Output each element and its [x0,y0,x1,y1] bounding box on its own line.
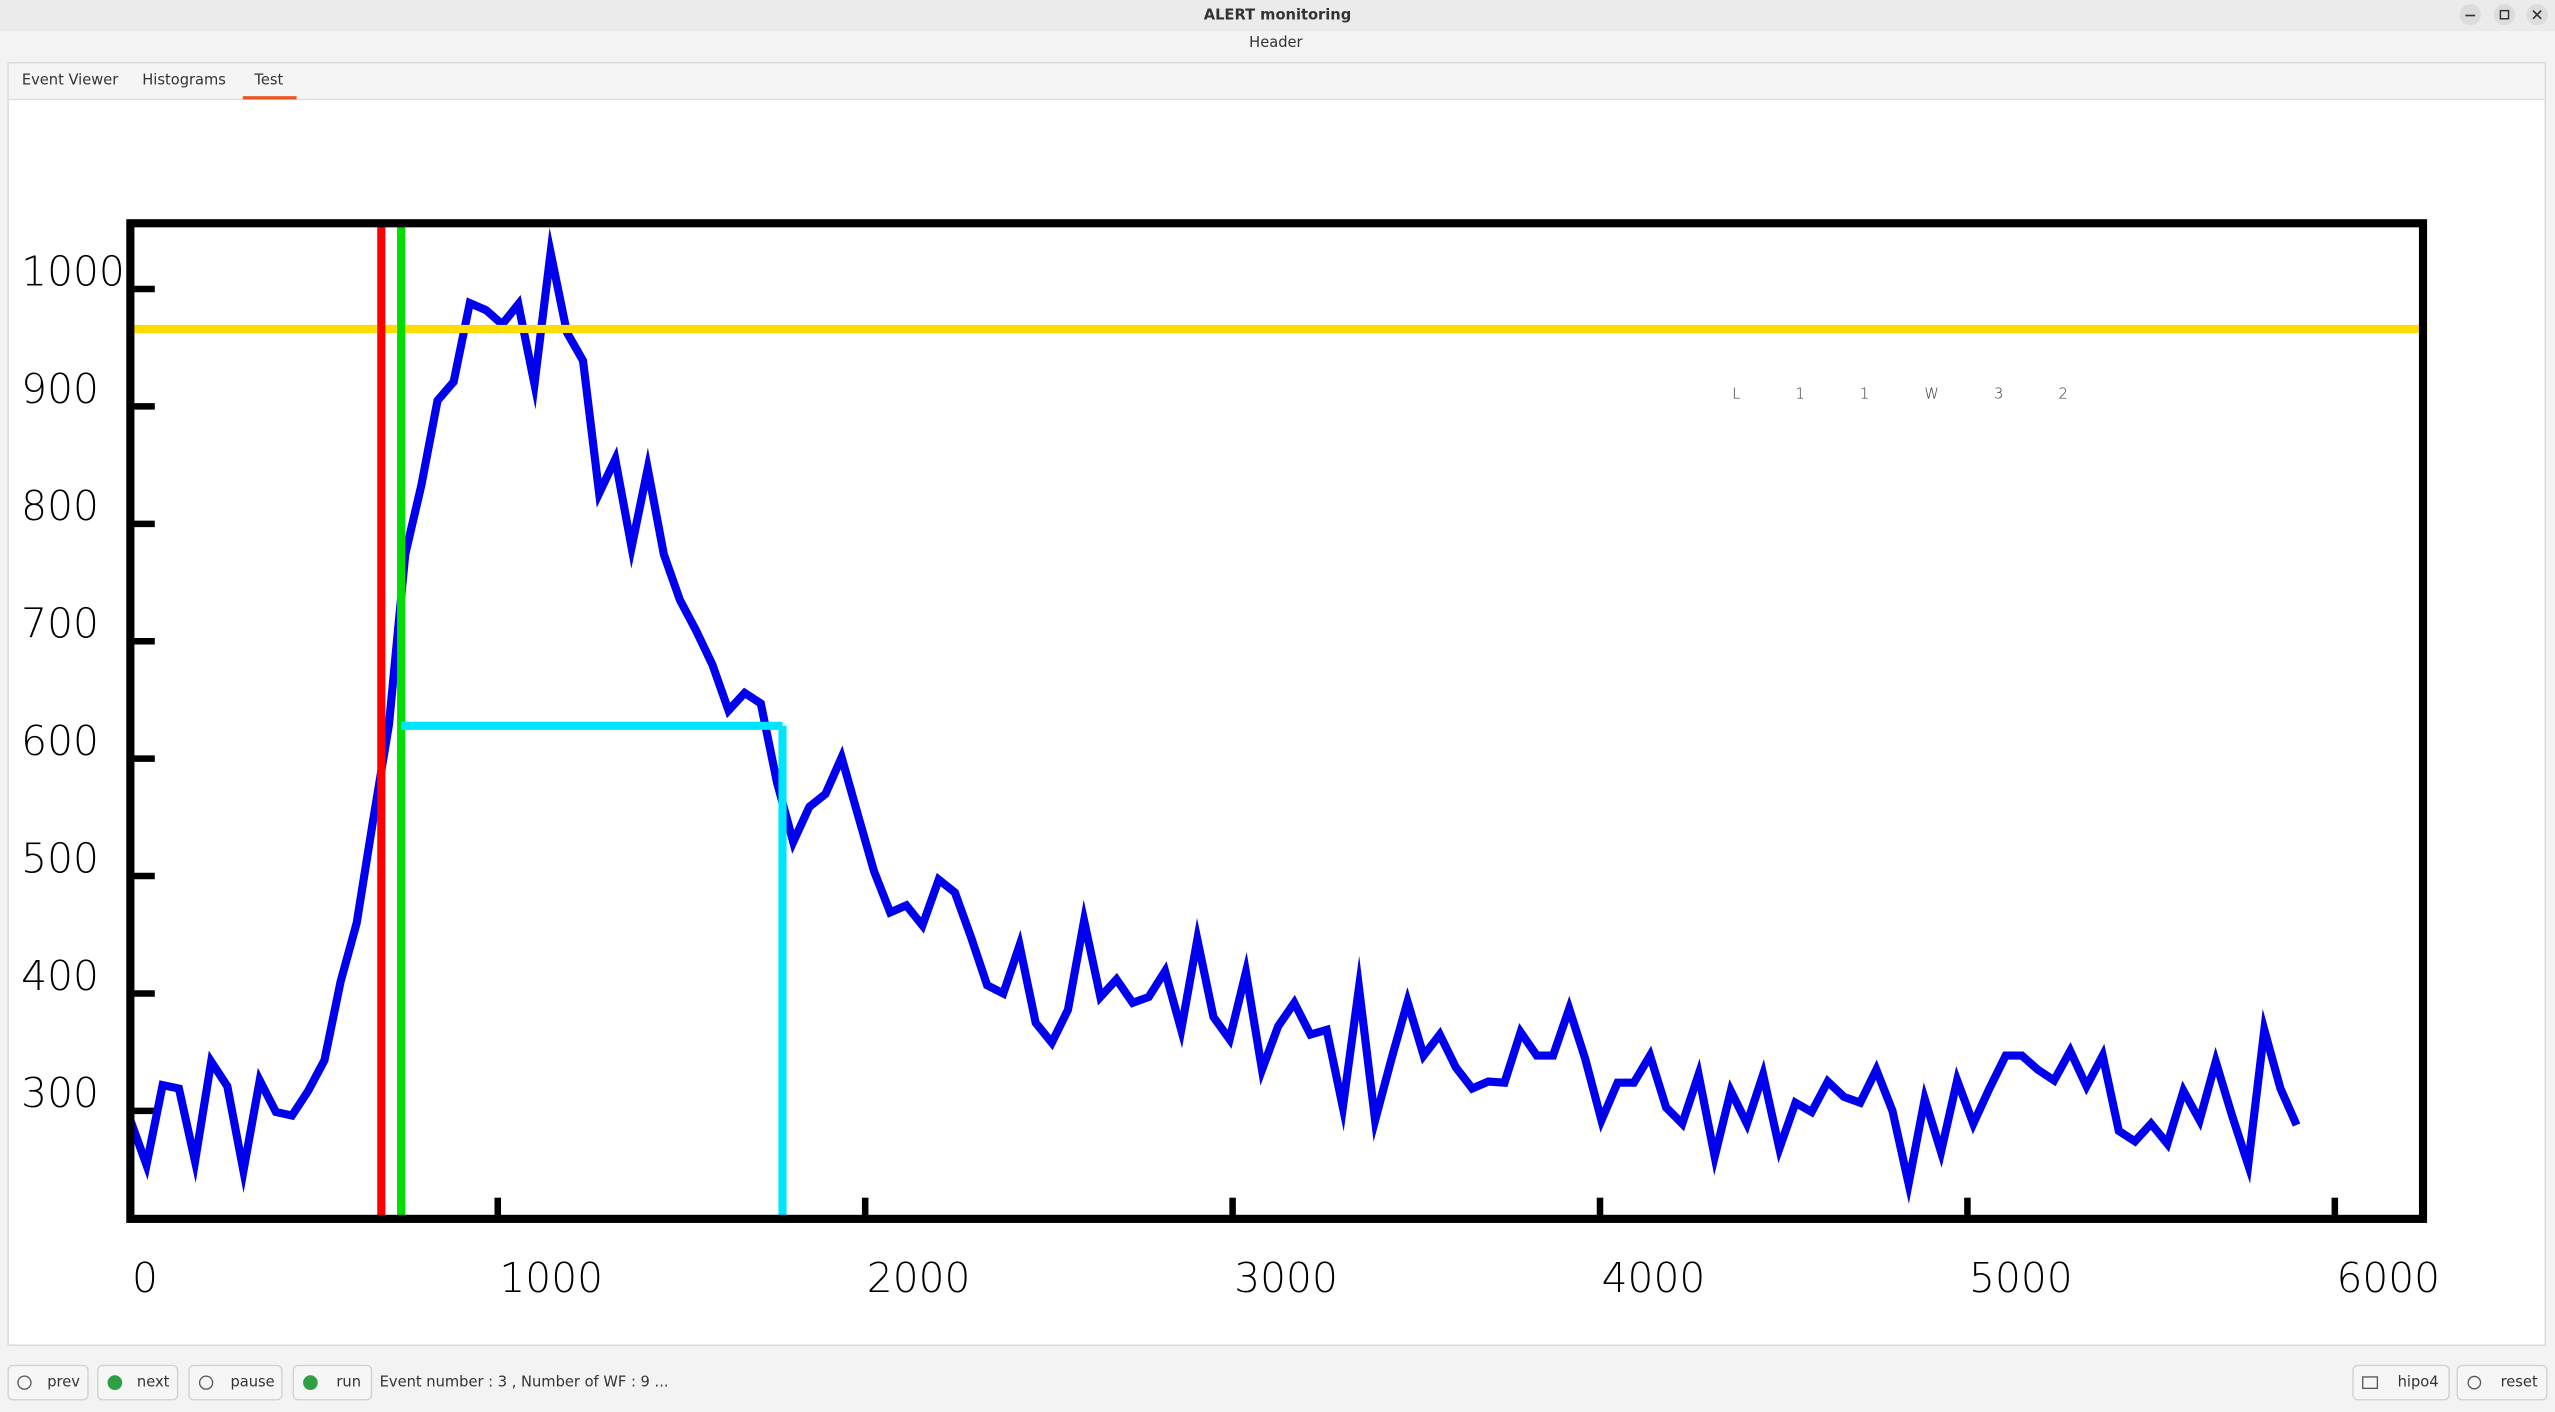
y-tick-label: 300 [21,1069,99,1117]
close-icon [2532,10,2542,20]
x-tick-label: 3000 [1234,1254,1338,1302]
button-label: pause [230,1374,274,1391]
chart: 300 400 500 600 700 800 900 1000 0 1000 2000 3000 40… [21,219,2440,1302]
y-tick-label: 600 [21,717,99,765]
x-tick-label: 2000 [867,1254,971,1302]
prev-button[interactable] [7,1364,89,1401]
pause-button[interactable] [188,1364,283,1401]
plot-frame [126,219,2428,1223]
hipo4-button[interactable] [2352,1364,2450,1401]
y-tick-label: 1000 [21,247,125,295]
y-tick-label: 800 [21,482,99,530]
reset-button[interactable] [2456,1364,2548,1401]
tab[interactable]: Event Viewer [22,72,119,89]
toolbar: prev next pause run Event number : 3 , N… [7,1364,2548,1401]
reset-icon [2467,1375,2482,1390]
y-tick-label: 700 [21,600,99,648]
folder-icon [2362,1376,2379,1389]
x-tick-label: 0 [132,1254,158,1302]
minimize-button[interactable] [2459,4,2481,26]
button-label: next [137,1374,170,1391]
y-tick-label: 500 [21,834,99,882]
title-bar [0,0,2555,31]
x-tick-label: 5000 [1969,1254,2073,1302]
tab[interactable]: Histograms [142,72,226,89]
active-tab-indicator [242,96,297,100]
waveform-line [126,227,2301,1204]
restore-button[interactable] [2493,4,2516,26]
x-tick-label: 4000 [1602,1254,1706,1302]
run-icon [303,1375,318,1390]
button-label: reset [2501,1374,2538,1391]
window-title: ALERT monitoring [1204,7,1351,24]
button-label: prev [47,1374,80,1391]
x-tick-label: 1000 [499,1254,603,1302]
next-button[interactable] [97,1364,179,1401]
tab-active[interactable]: Test [253,72,283,89]
restore-icon [2499,9,2510,20]
y-tick-label: 900 [21,365,99,413]
x-tick-label: 6000 [2336,1254,2440,1302]
tab-bar [8,63,2545,100]
button-label: hipo4 [2398,1374,2439,1391]
next-icon [107,1375,123,1390]
header-label: Header [1249,34,1303,51]
status-text: Event number : 3 , Number of WF : 9 ... [380,1374,669,1391]
pause-icon [198,1375,214,1390]
prev-icon [17,1375,32,1390]
window-controls[interactable] [2459,4,2548,26]
y-tick-label: 400 [21,952,99,1000]
run-button[interactable] [292,1364,373,1401]
button-label: run [336,1374,361,1391]
